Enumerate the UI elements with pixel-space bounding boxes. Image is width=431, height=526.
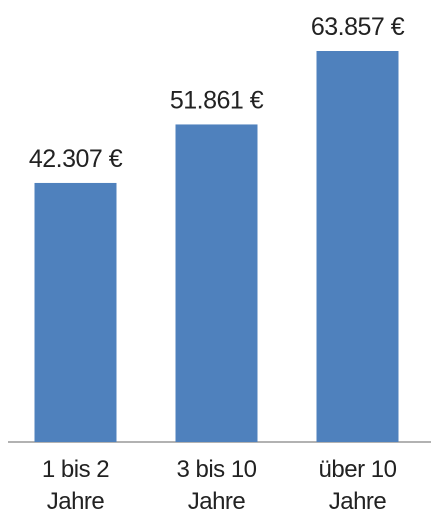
bar <box>316 51 399 442</box>
bar <box>175 124 258 442</box>
value-label: 63.857 € <box>311 13 405 41</box>
x-tick-label: 3 bis 10 Jahre <box>176 456 257 515</box>
value-label: 51.861 € <box>170 86 264 114</box>
x-tick-label: 1 bis 2 Jahre <box>41 456 110 515</box>
x-tick-label: über 10 Jahre <box>318 456 397 515</box>
value-label: 42.307 € <box>29 145 123 173</box>
bar <box>34 182 117 443</box>
